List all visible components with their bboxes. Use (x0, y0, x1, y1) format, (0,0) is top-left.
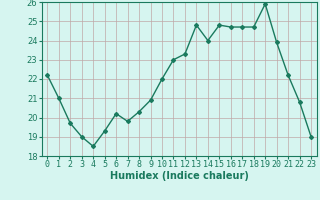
X-axis label: Humidex (Indice chaleur): Humidex (Indice chaleur) (110, 171, 249, 181)
